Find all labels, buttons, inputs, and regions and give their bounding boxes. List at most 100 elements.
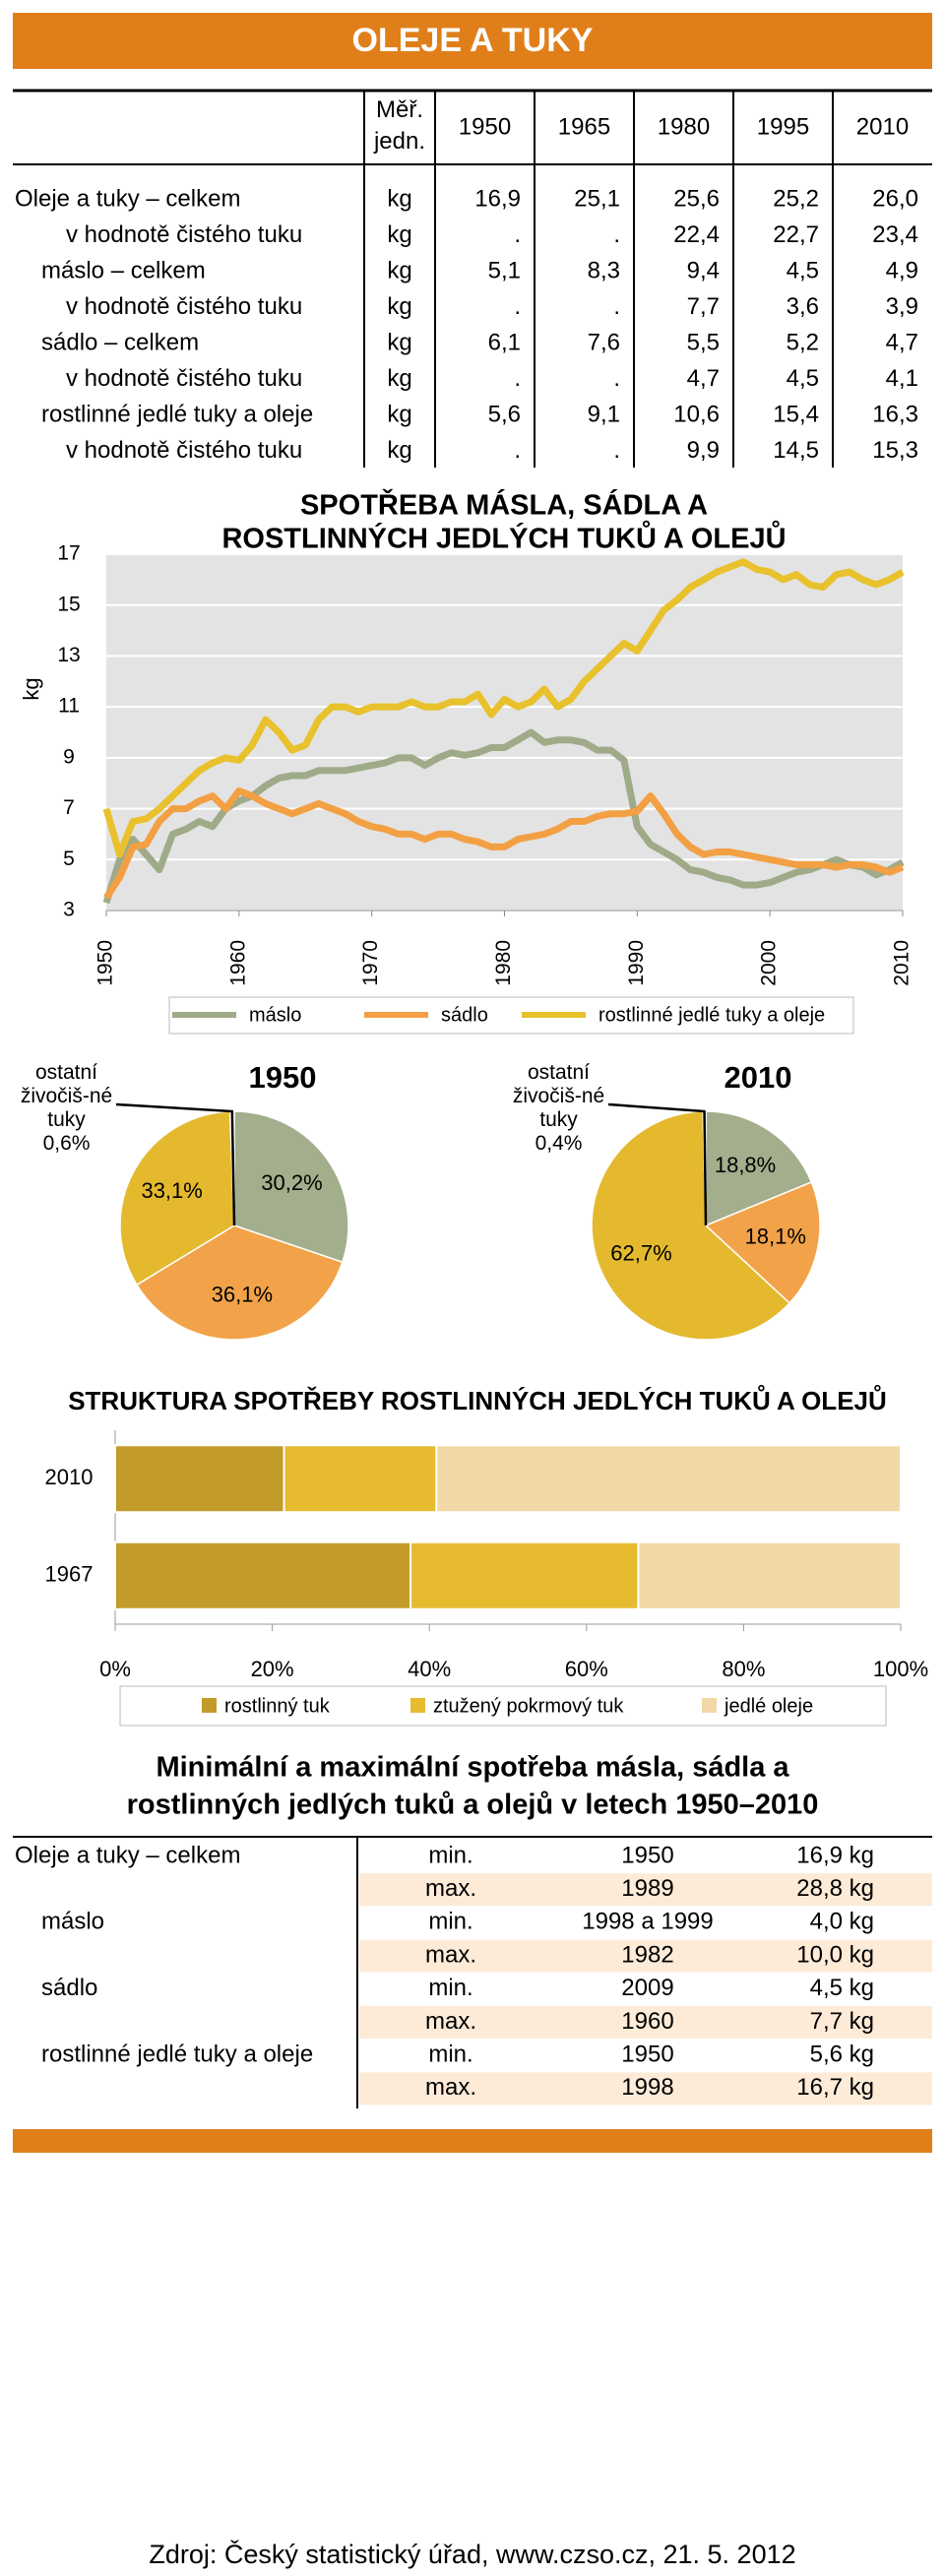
row-label: Oleje a tuky – celkem <box>15 185 240 212</box>
cell-value: 5,5 <box>687 329 720 355</box>
slice-label: 0,4% <box>535 1132 583 1155</box>
cell-value: 5,2 <box>787 329 819 355</box>
stat: min. <box>428 1909 472 1935</box>
legend-label: sádlo <box>441 1004 488 1026</box>
cell-value: 4,5 <box>787 365 819 392</box>
cell-value: 22,7 <box>773 221 819 248</box>
x-tick-label: 100% <box>873 1657 928 1681</box>
y-tick-label: 5 <box>63 848 75 870</box>
stat: max. <box>425 1875 476 1902</box>
slice-label: 62,7% <box>610 1240 671 1265</box>
pie-slice <box>591 1110 791 1341</box>
cell-value: . <box>514 221 521 248</box>
group-label: Oleje a tuky – celkem <box>15 1842 240 1868</box>
cell-value: 25,2 <box>773 185 819 212</box>
slice-label: 0,6% <box>42 1132 91 1155</box>
unit: kg <box>387 185 411 212</box>
footer-bar <box>13 2129 932 2153</box>
x-tick-label: 80% <box>722 1657 765 1681</box>
amount: 5,6 kg <box>810 2042 874 2068</box>
cell-value: 7,6 <box>588 329 620 355</box>
slice-name: ostatní živočiš-né tuky <box>20 1061 113 1131</box>
cell-value: 22,4 <box>673 221 720 248</box>
amount: 7,7 kg <box>810 2008 874 2035</box>
x-tick-label: 40% <box>408 1657 451 1681</box>
column-header: 1980 <box>658 113 710 140</box>
x-tick-label: 60% <box>565 1657 608 1681</box>
y-tick-label: 13 <box>57 644 80 666</box>
bar-segment <box>435 1444 902 1514</box>
row-label: v hodnotě čistého tuku <box>66 293 302 320</box>
leader-line <box>115 1102 236 1226</box>
amount: 4,5 kg <box>810 1975 874 2001</box>
row-band <box>359 2006 932 2039</box>
row-label: v hodnotě čistého tuku <box>66 221 302 248</box>
column-header: 1965 <box>558 113 610 140</box>
slice-label: 33,1% <box>141 1178 202 1203</box>
legend-box <box>119 1685 887 1727</box>
cell-value: 15,4 <box>773 401 819 427</box>
amount: 10,0 kg <box>796 1941 874 1968</box>
x-tick-label: 2000 <box>758 940 781 986</box>
cell-value: . <box>613 365 620 392</box>
stat: min. <box>428 1975 472 2001</box>
series-line <box>103 787 905 901</box>
cell-value: 9,4 <box>687 257 720 283</box>
cell-value: 4,9 <box>886 257 918 283</box>
table-header: Měř. jedn. <box>374 96 425 155</box>
cell-value: 14,5 <box>773 437 819 464</box>
cell-value: 10,6 <box>673 401 720 427</box>
row-label: sádlo – celkem <box>41 329 199 355</box>
slice-label: 30,2% <box>261 1170 322 1195</box>
cell-value: 26,0 <box>872 185 918 212</box>
pie-slice <box>119 1110 235 1287</box>
chart-title: STRUKTURA SPOTŘEBY ROSTLINNÝCH JEDLÝCH T… <box>68 1384 887 1415</box>
group-label: máslo <box>41 1909 104 1935</box>
cell-value: 8,3 <box>588 257 620 283</box>
x-tick-label: 1990 <box>625 940 648 986</box>
x-tick-label: 1970 <box>359 940 382 986</box>
cell-value: . <box>514 365 521 392</box>
cell-value: . <box>613 437 620 464</box>
bar-segment <box>410 1540 640 1610</box>
cell-value: 4,7 <box>886 329 918 355</box>
cell-value: 4,7 <box>687 365 720 392</box>
legend-label: jedlé oleje <box>724 1695 813 1717</box>
pie-slice <box>705 1110 813 1227</box>
unit: kg <box>387 293 411 320</box>
cell-value: 25,1 <box>574 185 620 212</box>
cell-value: 5,6 <box>488 401 521 427</box>
year: 2009 <box>621 1975 673 2001</box>
row-band <box>359 1939 932 1973</box>
cell-value: 16,9 <box>474 185 521 212</box>
y-tick-label: 3 <box>63 899 75 921</box>
row-label: v hodnotě čistého tuku <box>66 365 302 392</box>
leader-line <box>607 1102 708 1226</box>
column-header: 1950 <box>459 113 511 140</box>
stat: min. <box>428 1842 472 1868</box>
unit: kg <box>387 401 411 427</box>
slice-label: 36,1% <box>212 1282 273 1306</box>
stat: max. <box>425 2074 476 2101</box>
cell-value: 6,1 <box>488 329 521 355</box>
year: 1950 <box>621 1842 673 1868</box>
row-label: rostlinné jedlé tuky a oleje <box>41 401 313 427</box>
y-axis-label: kg <box>19 677 43 700</box>
legend-box <box>168 996 854 1035</box>
chart-title: ROSTLINNÝCH JEDLÝCH TUKŮ A OLEJŮ <box>221 520 786 555</box>
unit: kg <box>387 257 411 283</box>
row-band <box>359 2072 932 2105</box>
group-label: rostlinné jedlé tuky a oleje <box>41 2042 313 2068</box>
stat: min. <box>428 2042 472 2068</box>
cell-value: 3,6 <box>787 293 819 320</box>
cell-value: 7,7 <box>687 293 720 320</box>
header-title: OLEJE A TUKY <box>352 22 594 59</box>
table-title: rostlinných jedlých tuků a olejů v letec… <box>127 1790 819 1821</box>
y-tick-label: 1967 <box>45 1562 94 1587</box>
legend-swatch <box>410 1698 425 1713</box>
slice-label: 18,8% <box>715 1153 776 1177</box>
bar-segment <box>637 1540 903 1610</box>
cell-value: 9,1 <box>588 401 620 427</box>
